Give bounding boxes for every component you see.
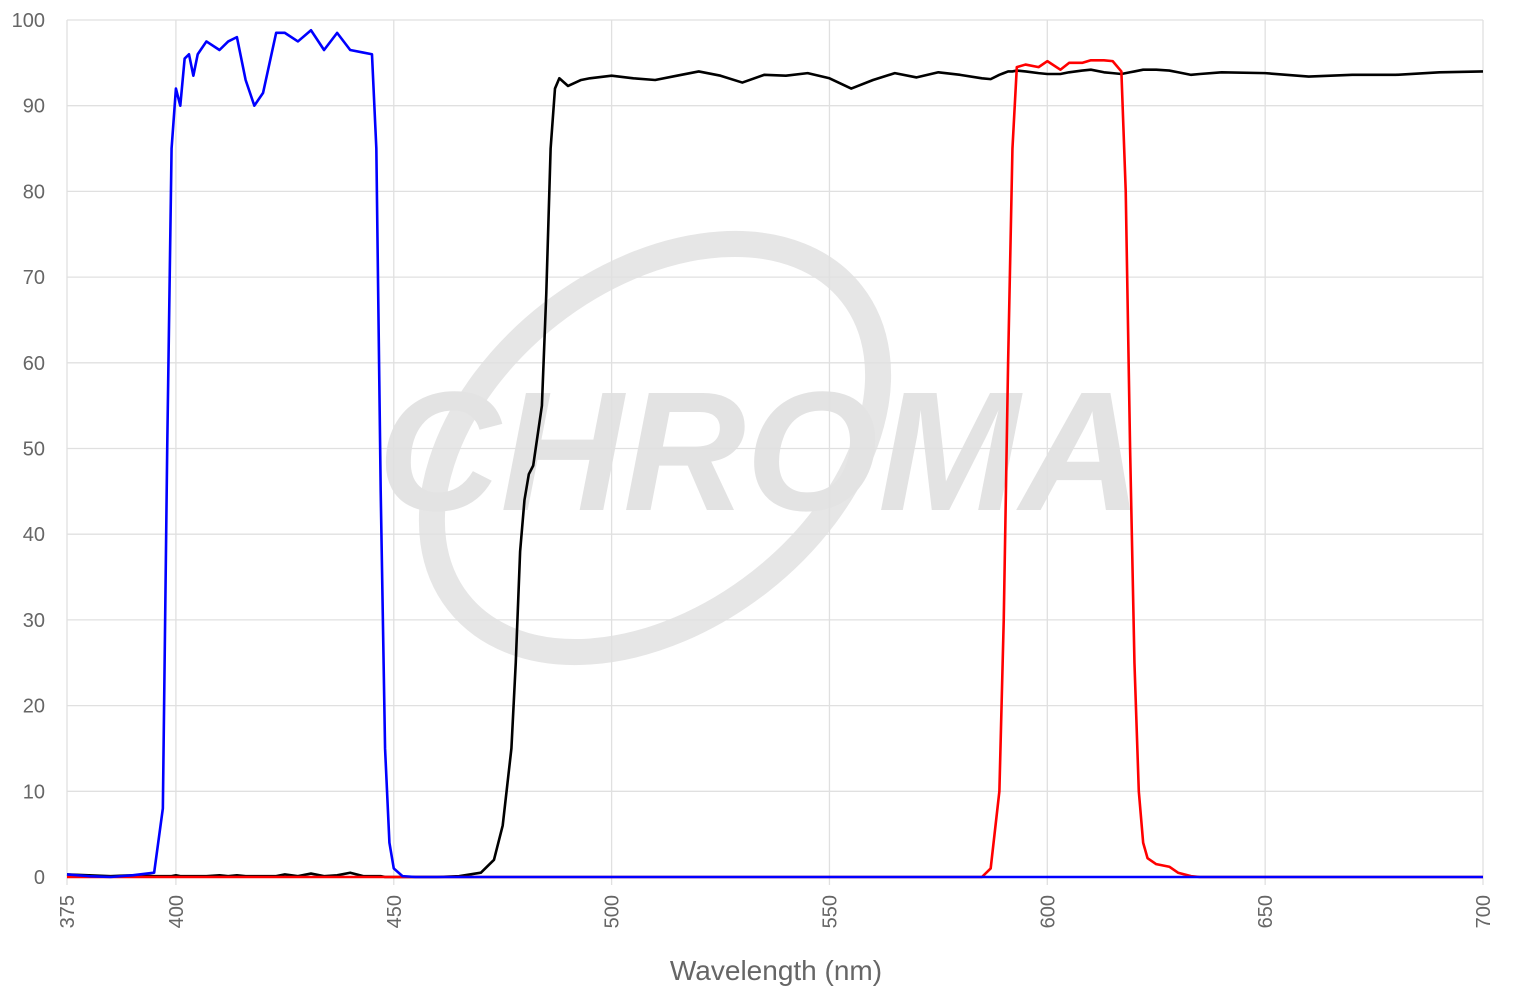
tick-labels: 0 10 20 30 40 50 60 70 80 90 100 375 400 450 500 550 600… [12,10,1495,928]
y-tick-label: 80 [23,181,45,203]
y-tick-label: 10 [23,781,45,803]
y-tick-label: 100 [12,10,45,32]
x-tick-label: 600 [1037,895,1059,928]
y-tick-label: 90 [23,96,45,118]
x-tick-label: 500 [602,895,624,928]
plot [66,28,1484,879]
x-tick-label: 550 [819,895,841,928]
x-axis-label: Wavelength (nm) [670,955,882,986]
x-tick-label: 400 [166,895,188,928]
y-tick-label: 60 [23,353,45,375]
y-tick-label: 30 [23,610,45,632]
x-tick-label: 375 [57,895,79,928]
y-tick-label: 20 [23,696,45,718]
y-tick-label: 40 [23,524,45,546]
y-tick-label: 70 [23,267,45,289]
x-tick-label: 450 [384,895,406,928]
y-tick-label: 0 [34,867,45,889]
series-line [66,28,1483,879]
x-tick-label: 700 [1473,895,1495,928]
x-tick-label: 650 [1255,895,1277,928]
watermark-swoosh [418,230,892,666]
watermark-text: CHROMA [378,357,1143,547]
watermark: CHROMA [378,230,1143,666]
y-tick-label: 50 [23,439,45,461]
